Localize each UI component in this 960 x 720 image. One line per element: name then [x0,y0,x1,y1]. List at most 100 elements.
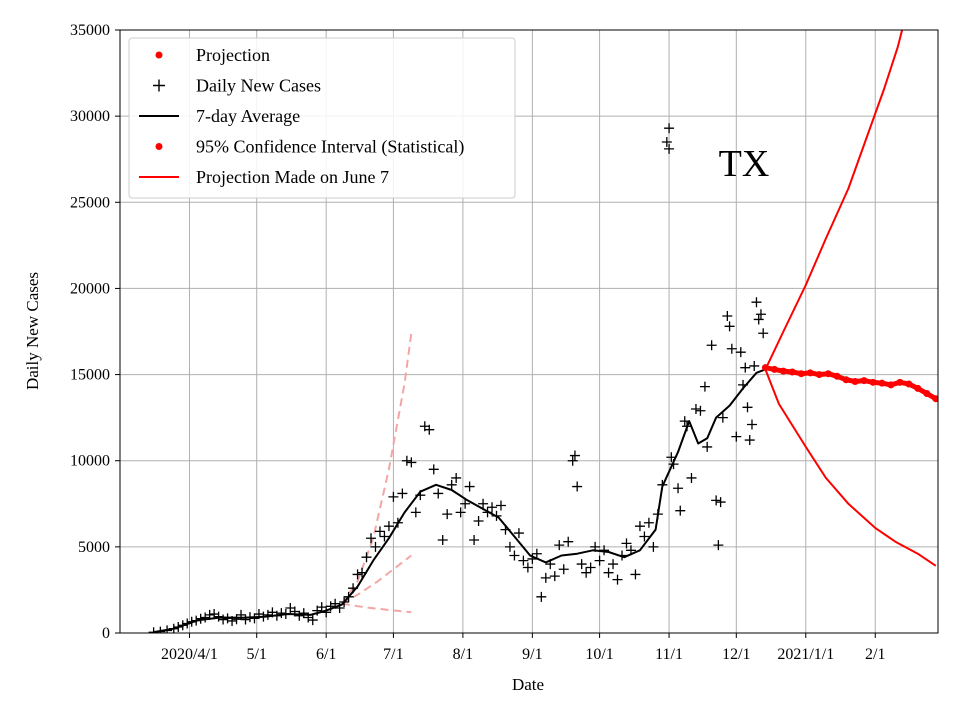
daily-case-marker [686,472,697,483]
daily-case-marker [695,405,706,416]
daily-case-marker [621,538,632,549]
daily-case-marker [298,608,309,619]
daily-case-marker [673,483,684,494]
daily-case-marker [603,567,614,578]
plot-area [148,30,938,633]
daily-case-marker [218,614,229,625]
daily-case-marker [749,360,760,371]
daily-case-marker [634,521,645,532]
daily-case-marker [664,143,675,154]
legend-label: 7-day Average [196,106,300,126]
daily-case-marker [406,457,417,468]
daily-case-marker [717,412,728,423]
daily-case-marker [316,602,327,613]
june7_b-line [341,554,412,605]
daily-case-marker [724,321,735,332]
daily-case-marker [713,540,724,551]
june7_a-line [341,333,413,605]
x-tick-label: 9/1 [522,646,542,663]
daily-case-marker [294,610,305,621]
y-tick-label: 35000 [70,22,110,39]
y-axis-title: Daily New Cases [23,272,42,390]
daily-case-marker [735,347,746,358]
daily-case-marker [451,472,462,483]
y-tick-label: 25000 [70,194,110,211]
daily-case-marker [437,534,448,545]
daily-case-marker [755,309,766,320]
daily-case-marker [509,550,520,561]
daily-case-marker [455,507,466,518]
daily-case-marker [740,362,751,373]
daily-case-marker [379,531,390,542]
daily-case-marker [567,455,578,466]
daily-case-marker [231,614,242,625]
daily-case-marker [361,552,372,563]
ci_upper-line [764,30,904,370]
daily-case-marker [690,404,701,415]
daily-case-marker [276,608,287,619]
daily-case-marker [495,500,506,511]
daily-case-marker [711,495,722,506]
daily-case-marker [581,567,592,578]
daily-case-marker [433,488,444,499]
daily-case-marker [240,614,251,625]
state-annotation: TX [719,143,770,185]
projection-band [762,365,938,402]
daily-case-marker [469,534,480,545]
daily-case-marker [585,562,596,573]
daily-case-marker [388,491,399,502]
daily-case-marker [572,481,583,492]
daily-case-marker [630,569,641,580]
daily-case-marker [664,123,675,134]
daily-case-marker [478,498,489,509]
daily-case-marker [428,464,439,475]
daily-case-marker [569,450,580,461]
daily-case-marker [460,498,471,509]
daily-case-marker [262,609,273,620]
june7_c-line [341,602,412,614]
daily-case-marker [699,381,710,392]
legend-label: 95% Confidence Interval (Statistical) [196,137,464,158]
daily-case-marker [554,540,565,551]
y-tick-label: 20000 [70,280,110,297]
daily-case-marker [731,431,742,442]
y-tick-label: 5000 [78,539,110,556]
daily-case-marker [401,455,412,466]
daily-case-marker [513,528,524,539]
daily-case-marker [608,559,619,570]
daily-case-marker [715,497,726,508]
axis-ticks: 2020/4/1 5/1 6/1 7/1 8/1 9/1 10/1 11/1 12/1 2021/… [70,22,885,663]
legend-dot-marker [155,143,163,150]
avg7-line [153,368,766,633]
daily-case-marker [726,343,737,354]
x-tick-label: 7/1 [383,646,403,663]
daily-case-marker [549,571,560,582]
daily-case-marker [307,615,318,626]
x-tick-label: 5/1 [246,646,266,663]
daily-case-marker [753,314,764,325]
x-tick-label: 11/1 [655,646,683,663]
daily-case-marker [661,136,672,147]
legend-box [128,37,516,199]
x-tick-label: 2020/4/1 [161,646,218,663]
daily-case-marker [352,569,363,580]
plot-frame [119,29,939,634]
legend-label: Daily New Cases [196,76,321,96]
daily-case-marker [744,435,755,446]
daily-case-marker [563,536,574,547]
legend-dot-marker [155,51,163,59]
daily-case-marker [758,328,769,339]
daily-case-marker [442,509,453,520]
daily-case-marker [200,612,211,623]
daily-case-marker [366,533,377,544]
legend-plus-marker [153,79,165,92]
daily-case-marker [751,297,762,308]
daily-case-marker [522,562,533,573]
legend-label: Projection Made on June 7 [196,167,389,187]
daily-case-marker [536,591,547,602]
daily-case-marker [410,507,421,518]
series-layer [148,30,938,633]
x-tick-label: 2/1 [865,646,885,663]
daily-case-marker [473,516,484,527]
